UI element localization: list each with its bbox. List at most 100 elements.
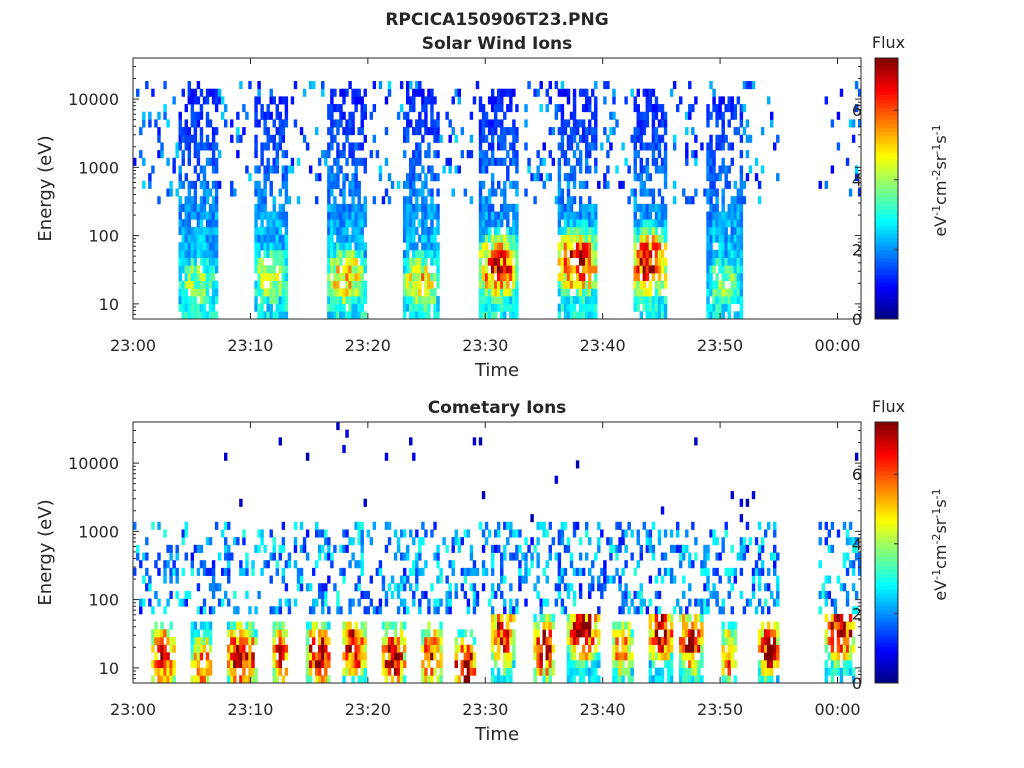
heatmap-cell [254, 675, 258, 684]
heatmap-cell [336, 219, 340, 228]
heatmap-cell [308, 583, 313, 592]
heatmap-cell [736, 311, 741, 320]
heatmap-cell [569, 272, 574, 282]
heatmap-cell [751, 567, 756, 576]
heatmap-cell [330, 134, 334, 143]
heatmap-cell [196, 81, 201, 90]
heatmap-cell [205, 629, 210, 638]
heatmap-cell [493, 629, 498, 638]
heatmap-cell [724, 180, 728, 189]
heatmap-cell [490, 303, 495, 312]
heatmap-cell [339, 150, 343, 159]
heatmap-cell [636, 529, 640, 538]
heatmap-cell [224, 590, 228, 599]
heatmap-cell [266, 165, 270, 174]
heatmap-cell [682, 188, 686, 197]
heatmap-cell [409, 203, 413, 212]
heatmap-cell [572, 265, 577, 274]
heatmap-cell [493, 590, 498, 599]
heatmap-cell [205, 249, 210, 258]
heatmap-cell [484, 219, 489, 228]
heatmap-cell [351, 629, 355, 638]
heatmap-cell [266, 211, 270, 220]
heatmap-cell [254, 211, 258, 220]
heatmap-cell [184, 211, 188, 220]
heatmap-cell [512, 606, 516, 615]
heatmap-cell [336, 272, 340, 282]
heatmap-cell [409, 211, 413, 220]
colorbar-tick-label: 4 [852, 535, 862, 554]
heatmap-cell [205, 675, 210, 684]
heatmap-cell [263, 111, 267, 120]
heatmap-cell [500, 142, 504, 151]
heatmap-cell [851, 567, 856, 576]
heatmap-cell [151, 606, 155, 615]
heatmap-cell [421, 295, 425, 305]
colorbar-step [875, 127, 898, 132]
heatmap-cell [536, 652, 540, 661]
heatmap-cell [351, 111, 355, 120]
heatmap-cell [770, 552, 774, 561]
heatmap-cell [199, 111, 204, 120]
heatmap-cell [724, 272, 728, 282]
heatmap-cell [354, 188, 358, 197]
heatmap-cell [278, 437, 283, 446]
heatmap-cell [685, 652, 689, 661]
heatmap-cell [345, 127, 349, 136]
heatmap-cell [269, 272, 273, 282]
heatmap-cell [357, 265, 361, 274]
heatmap-cell [278, 544, 283, 553]
heatmap-cell [360, 272, 364, 282]
heatmap-cell [315, 652, 319, 661]
heatmap-cell [548, 613, 552, 622]
heatmap-cell [773, 552, 777, 561]
heatmap-cell [715, 311, 719, 320]
heatmap-cell [651, 111, 656, 120]
heatmap-cell [181, 127, 185, 136]
heatmap-cell [666, 636, 671, 646]
heatmap-cell [560, 104, 565, 113]
heatmap-cell [412, 234, 416, 243]
heatmap-cell [730, 652, 734, 661]
heatmap-cell [193, 88, 198, 97]
heatmap-cell [557, 249, 562, 258]
heatmap-cell [345, 265, 349, 274]
heatmap-cell [472, 583, 477, 592]
heatmap-cell [354, 560, 358, 569]
heatmap-cell [308, 652, 313, 661]
heatmap-cell [321, 629, 325, 638]
heatmap-cell [636, 150, 640, 159]
heatmap-cell [315, 127, 319, 136]
heatmap-cell [315, 659, 319, 669]
heatmap-cell [557, 173, 562, 182]
heatmap-cell [184, 311, 188, 320]
heatmap-cell [730, 249, 734, 258]
heatmap-cell [739, 211, 744, 220]
heatmap-cell [208, 537, 213, 546]
heatmap-cell [721, 667, 725, 676]
heatmap-cell [193, 636, 198, 646]
heatmap-cell [269, 234, 273, 243]
heatmap-cell [199, 606, 204, 615]
heatmap-cell [839, 583, 844, 592]
heatmap-cell [748, 537, 753, 546]
heatmap-cell [506, 629, 510, 638]
heatmap-cell [675, 521, 680, 530]
heatmap-cell [694, 188, 698, 197]
heatmap-cell [706, 295, 710, 305]
heatmap-cell [642, 88, 647, 97]
heatmap-cell [305, 452, 310, 461]
heatmap-cell [184, 127, 188, 136]
heatmap-cell [724, 265, 728, 274]
heatmap-cell [569, 203, 574, 212]
heatmap-cell [575, 142, 580, 151]
heatmap-cell [706, 111, 710, 120]
heatmap-cell [254, 180, 258, 189]
heatmap-cell [545, 88, 549, 97]
heatmap-cell [211, 196, 216, 205]
heatmap-cell [278, 644, 283, 653]
heatmap-cell [214, 226, 219, 235]
heatmap-cell [588, 613, 592, 622]
heatmap-cell [263, 196, 267, 205]
heatmap-cell [500, 613, 504, 622]
